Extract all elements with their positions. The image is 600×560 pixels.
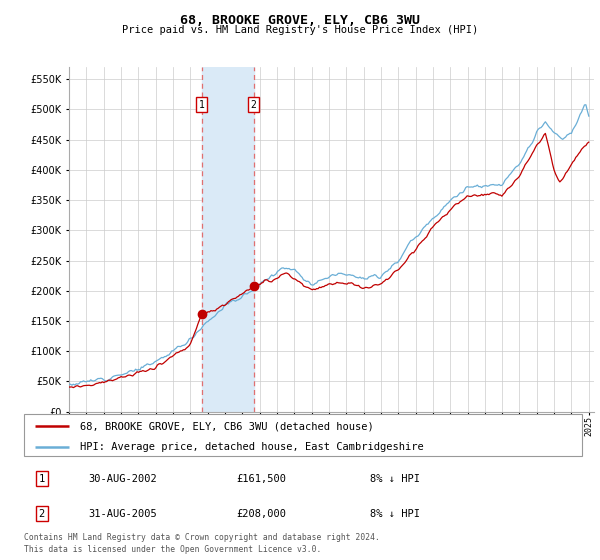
Text: 2: 2 <box>251 100 257 110</box>
Text: This data is licensed under the Open Government Licence v3.0.: This data is licensed under the Open Gov… <box>24 545 322 554</box>
Text: Price paid vs. HM Land Registry's House Price Index (HPI): Price paid vs. HM Land Registry's House … <box>122 25 478 35</box>
Text: 8% ↓ HPI: 8% ↓ HPI <box>370 509 420 519</box>
FancyBboxPatch shape <box>24 414 582 456</box>
Bar <box>202 67 254 412</box>
Text: 1: 1 <box>199 100 205 110</box>
Text: £208,000: £208,000 <box>236 509 286 519</box>
Text: 1: 1 <box>39 474 45 484</box>
Text: £161,500: £161,500 <box>236 474 286 484</box>
Text: 68, BROOKE GROVE, ELY, CB6 3WU: 68, BROOKE GROVE, ELY, CB6 3WU <box>180 14 420 27</box>
Text: Contains HM Land Registry data © Crown copyright and database right 2024.: Contains HM Land Registry data © Crown c… <box>24 533 380 542</box>
Text: HPI: Average price, detached house, East Cambridgeshire: HPI: Average price, detached house, East… <box>80 442 424 452</box>
Text: 31-AUG-2005: 31-AUG-2005 <box>88 509 157 519</box>
Text: 2: 2 <box>39 509 45 519</box>
Text: 68, BROOKE GROVE, ELY, CB6 3WU (detached house): 68, BROOKE GROVE, ELY, CB6 3WU (detached… <box>80 421 374 431</box>
Text: 8% ↓ HPI: 8% ↓ HPI <box>370 474 420 484</box>
Text: 30-AUG-2002: 30-AUG-2002 <box>88 474 157 484</box>
